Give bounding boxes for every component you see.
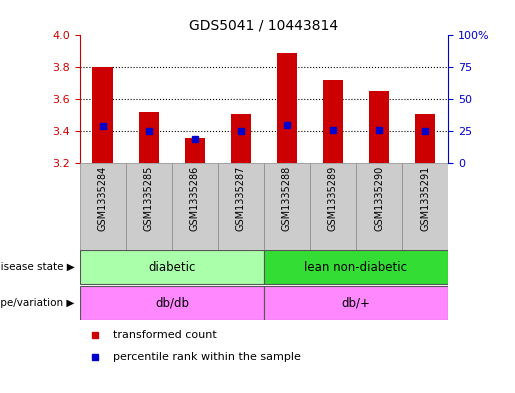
Text: percentile rank within the sample: percentile rank within the sample xyxy=(113,352,301,362)
Text: GSM1335291: GSM1335291 xyxy=(420,166,430,231)
Bar xyxy=(231,114,251,163)
Text: GSM1335288: GSM1335288 xyxy=(282,166,292,231)
Bar xyxy=(80,286,264,320)
Text: db/+: db/+ xyxy=(341,296,370,309)
Text: transformed count: transformed count xyxy=(113,330,217,340)
Bar xyxy=(80,163,126,250)
Title: GDS5041 / 10443814: GDS5041 / 10443814 xyxy=(190,19,338,33)
Bar xyxy=(310,163,356,250)
Bar xyxy=(93,67,113,163)
Text: GSM1335289: GSM1335289 xyxy=(328,166,338,231)
Bar xyxy=(277,53,297,163)
Bar xyxy=(264,286,448,320)
Bar xyxy=(322,80,344,163)
Bar xyxy=(356,163,402,250)
Text: GSM1335284: GSM1335284 xyxy=(98,166,108,231)
Text: GSM1335290: GSM1335290 xyxy=(374,166,384,231)
Bar xyxy=(415,114,435,163)
Text: disease state ▶: disease state ▶ xyxy=(0,262,75,272)
Text: db/db: db/db xyxy=(155,296,189,309)
Bar xyxy=(264,163,310,250)
Text: lean non-diabetic: lean non-diabetic xyxy=(304,261,407,274)
Bar xyxy=(139,112,159,163)
Bar xyxy=(126,163,172,250)
Bar xyxy=(184,138,205,163)
Bar xyxy=(172,163,218,250)
Text: genotype/variation ▶: genotype/variation ▶ xyxy=(0,298,75,308)
Text: GSM1335287: GSM1335287 xyxy=(236,166,246,231)
Bar xyxy=(402,163,448,250)
Text: GSM1335285: GSM1335285 xyxy=(144,166,154,231)
Bar xyxy=(369,91,389,163)
Bar xyxy=(264,250,448,284)
Bar xyxy=(218,163,264,250)
Text: GSM1335286: GSM1335286 xyxy=(190,166,200,231)
Text: diabetic: diabetic xyxy=(148,261,196,274)
Bar xyxy=(80,250,264,284)
